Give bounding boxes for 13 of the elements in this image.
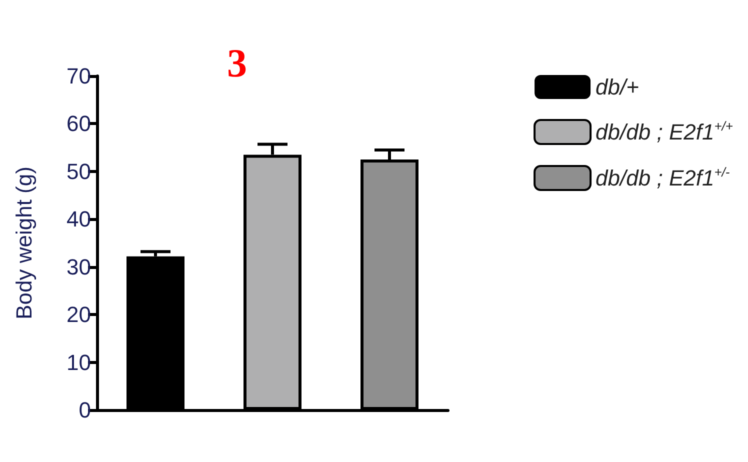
legend-label: db/db ; E2f1+/+ [596,118,734,144]
y-tick-label: 0 [78,398,91,422]
y-tick-label: 40 [66,206,91,232]
legend-label: db/db ; E2f1+/- [596,164,730,190]
y-tick-label: 20 [66,302,91,328]
legend-label: db/+ [596,74,640,100]
y-tick-label: 60 [66,111,91,136]
y-tick-label: 50 [66,158,91,184]
chart-title: 3 [227,40,247,86]
y-tick-label: 30 [66,254,91,280]
y-axis-title: Body weight (g) [12,166,36,320]
y-tick-label: 70 [66,64,91,88]
y-tick-label: 10 [66,350,91,375]
